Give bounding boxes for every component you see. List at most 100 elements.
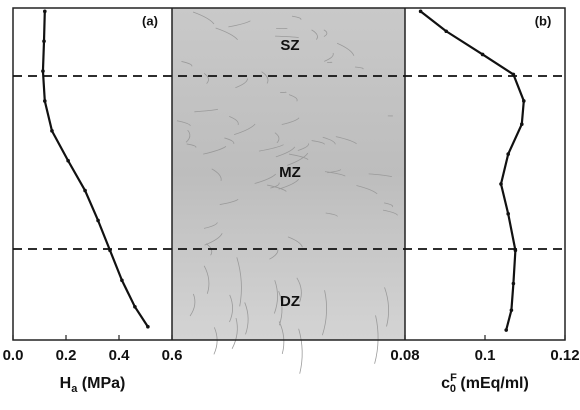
fiber <box>274 132 280 144</box>
label-part: F <box>450 372 457 384</box>
label-part: (mEq/ml) <box>456 375 529 392</box>
data-point <box>50 129 54 133</box>
fiber <box>356 185 378 195</box>
fiber <box>368 173 392 178</box>
fiber <box>324 52 334 62</box>
panel-label: (a) <box>142 13 158 28</box>
fiber <box>267 184 287 192</box>
fiber <box>244 302 249 335</box>
data-point <box>513 248 518 253</box>
fiber <box>288 94 298 102</box>
fiber <box>228 20 251 28</box>
label-part: H <box>60 375 72 392</box>
fiber <box>275 35 299 38</box>
label-part: (MPa) <box>77 375 125 392</box>
data-point <box>42 39 46 43</box>
fiber <box>273 280 278 314</box>
data-point <box>418 9 423 14</box>
data-point <box>43 9 47 14</box>
data-point <box>506 212 511 216</box>
fiber <box>186 143 197 148</box>
data-point <box>444 29 449 34</box>
data-point <box>43 99 47 103</box>
data-point <box>133 305 137 309</box>
x-tick-label: 0.2 <box>56 347 77 364</box>
data-point <box>499 182 503 186</box>
fiber <box>335 136 357 145</box>
fiber <box>278 321 285 355</box>
fiber <box>297 143 310 151</box>
fiber <box>203 222 218 229</box>
fiber <box>231 317 238 350</box>
fiber <box>324 171 346 177</box>
x-tick-label: 0.0 <box>3 347 24 364</box>
fiber <box>383 202 394 208</box>
fiber <box>233 123 256 136</box>
fiber <box>215 27 238 41</box>
fiber <box>229 294 233 323</box>
data-point <box>520 122 524 126</box>
fiber <box>322 290 327 336</box>
fiber <box>203 146 227 155</box>
panel-label: (b) <box>535 13 552 28</box>
data-point <box>120 278 124 283</box>
x-tick-label: 0.4 <box>109 347 131 364</box>
fiber <box>323 29 328 37</box>
fiber <box>288 153 309 160</box>
fiber <box>270 182 280 189</box>
fiber <box>287 236 303 248</box>
data-line <box>41 11 149 328</box>
data-point <box>506 152 511 156</box>
data-point <box>511 281 516 286</box>
data-point <box>108 248 112 253</box>
data-point <box>504 328 509 332</box>
fiber <box>235 78 248 89</box>
fiber <box>281 117 300 125</box>
fiber-texture <box>176 11 398 374</box>
label-part: a <box>71 383 78 395</box>
fiber <box>384 287 389 327</box>
frame <box>12 7 566 341</box>
zone-label: SZ <box>280 37 299 54</box>
x-tick-label: 0.1 <box>475 347 496 364</box>
fiber <box>236 257 242 307</box>
data-point <box>480 52 485 57</box>
fiber <box>254 173 277 184</box>
fiber <box>211 168 222 181</box>
fiber <box>291 15 302 20</box>
data-point <box>83 188 87 193</box>
fiber <box>219 199 239 205</box>
fiber <box>327 169 342 174</box>
x-tick-label: 0.6 <box>162 347 183 364</box>
data-point <box>146 324 150 329</box>
data-point <box>509 308 514 312</box>
zone-label: DZ <box>280 293 300 310</box>
label-part: 0 <box>450 383 456 395</box>
fiber <box>192 11 215 25</box>
fiber <box>181 61 193 67</box>
fiber <box>354 66 364 70</box>
fiber <box>203 73 209 84</box>
data-line <box>419 10 525 331</box>
fiber <box>278 291 283 326</box>
fiber <box>224 137 235 145</box>
histology-image <box>172 8 405 340</box>
data-point <box>511 72 516 77</box>
fiber <box>382 209 398 216</box>
fiber <box>261 71 269 84</box>
fiber <box>278 178 299 190</box>
x-axis-label: cF 0 (mEq/ml) <box>441 372 529 395</box>
data-point <box>41 69 45 73</box>
fiber <box>185 129 191 143</box>
label-part: c <box>441 375 450 392</box>
fiber <box>275 146 296 158</box>
fiber <box>311 29 318 40</box>
data-point <box>66 158 70 163</box>
fiber <box>287 152 309 166</box>
fiber <box>194 108 219 113</box>
fiber <box>296 277 302 303</box>
fiber <box>269 248 279 260</box>
fiber <box>336 42 355 56</box>
fiber <box>258 144 284 152</box>
fiber <box>176 120 191 127</box>
